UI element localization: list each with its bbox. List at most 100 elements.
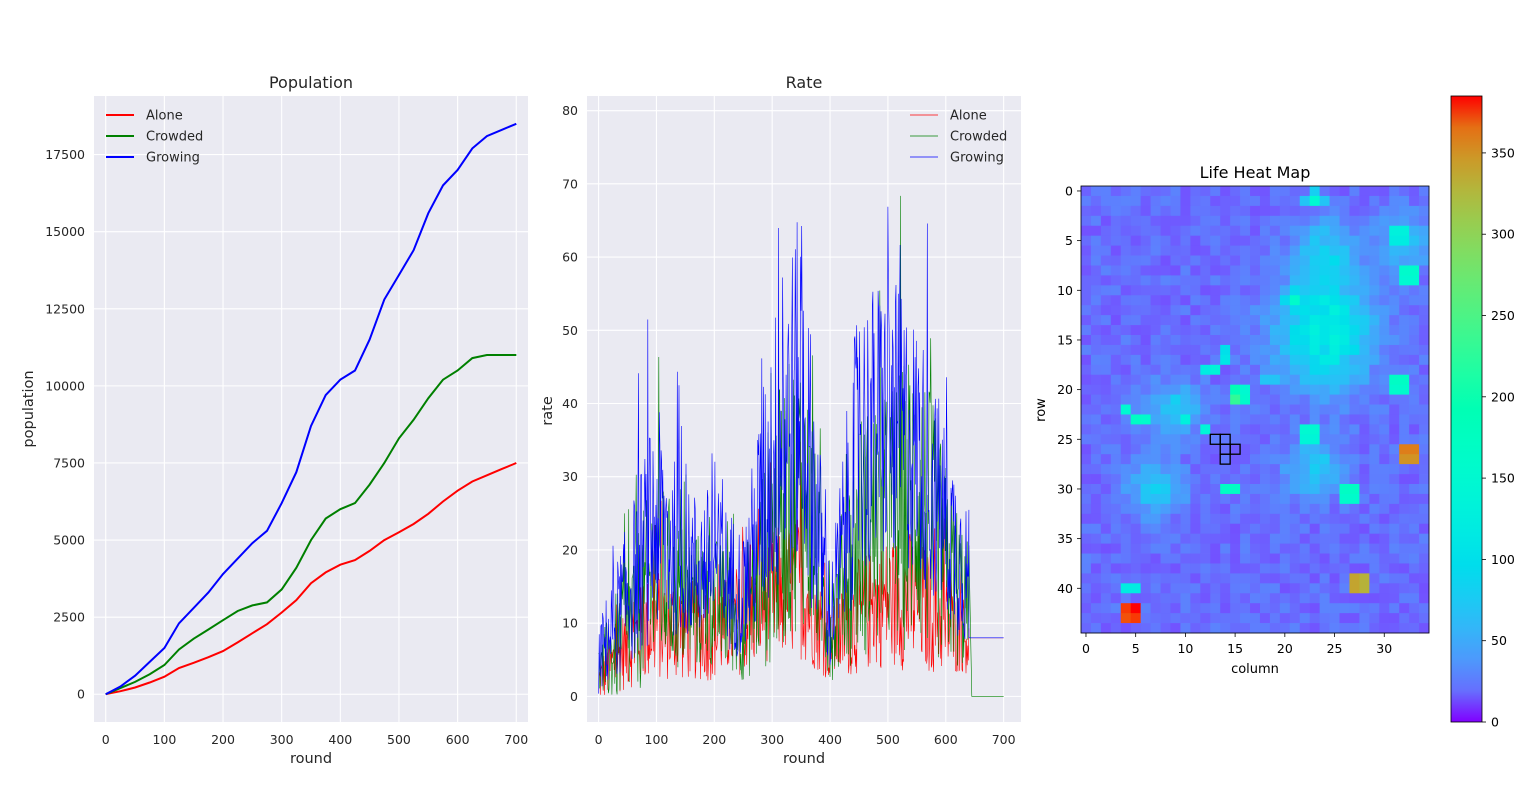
heatmap-cell: [1319, 245, 1330, 256]
heatmap-cell: [1329, 523, 1340, 535]
heatmap-cell: [1319, 285, 1330, 296]
heatmap-cell: [1140, 503, 1151, 515]
heatmap-cell: [1170, 245, 1181, 256]
heatmap-cell: [1289, 225, 1301, 237]
heatmap-cell: [1090, 225, 1102, 237]
heatmap-cell: [1359, 464, 1370, 475]
heatmap-cell: [1130, 404, 1142, 415]
heatmap-cell: [1369, 255, 1380, 266]
heatmap-cell: [1180, 583, 1191, 594]
heatmap-cell: [1329, 454, 1340, 465]
heatmap-cell: [1299, 593, 1311, 604]
heatmap-cell: [1269, 364, 1281, 376]
heatmap-cell: [1200, 265, 1211, 276]
heatmap-cell: [1319, 344, 1330, 356]
heatmap-cell: [1419, 503, 1430, 515]
heatmap-cell: [1170, 444, 1181, 455]
heatmap-cell: [1259, 205, 1271, 217]
heatmap-cell: [1220, 623, 1231, 634]
y-tick-label: 2500: [53, 610, 85, 625]
heatmap-cell: [1190, 394, 1201, 405]
heatmap-cell: [1190, 305, 1201, 316]
heatmap-cell: [1130, 325, 1142, 336]
heatmap-cell: [1309, 563, 1321, 574]
heatmap-cell: [1269, 553, 1281, 564]
heatmap-cell: [1190, 493, 1201, 505]
heatmap-cell: [1409, 374, 1420, 386]
heatmap-cell: [1210, 205, 1221, 217]
heatmap-cell: [1389, 533, 1400, 544]
heatmap-cell: [1140, 613, 1151, 624]
heatmap-cell: [1170, 325, 1181, 336]
heatmap-cell: [1399, 484, 1410, 495]
heatmap-cell: [1200, 593, 1211, 604]
heatmap-cell: [1190, 414, 1201, 425]
heatmap-cell: [1389, 424, 1400, 435]
heatmap-cell: [1289, 265, 1301, 276]
heatmap-cell: [1230, 205, 1241, 217]
heatmap-cell: [1359, 255, 1370, 266]
heatmap-cell: [1160, 573, 1171, 584]
heatmap-cell: [1140, 533, 1151, 544]
heatmap-cell: [1399, 434, 1410, 445]
heatmap-cell: [1409, 513, 1420, 525]
heatmap-cell: [1180, 265, 1191, 276]
legend-label-growing: Growing: [146, 151, 200, 166]
heatmap-cell: [1100, 325, 1112, 336]
heatmap-cell: [1349, 245, 1360, 256]
heatmap-cell: [1200, 444, 1211, 455]
heatmap-cell: [1369, 414, 1380, 425]
heatmap-cell: [1150, 364, 1161, 376]
heatmap-cell: [1130, 335, 1142, 346]
heatmap-cell: [1339, 424, 1350, 435]
heatmap-cell: [1299, 225, 1311, 237]
heatmap-cell: [1240, 553, 1251, 564]
heatmap-cell: [1299, 245, 1311, 256]
heatmap-cell: [1329, 613, 1340, 624]
heatmap-cell: [1130, 474, 1142, 485]
heatmap-cell: [1110, 484, 1122, 495]
heatmap-cell: [1419, 623, 1430, 634]
heatmap-cell: [1399, 474, 1410, 485]
heatmap-cell: [1329, 404, 1340, 415]
heatmap-cell: [1180, 215, 1191, 227]
heatmap-cell: [1090, 245, 1102, 256]
heatmap-cell: [1180, 245, 1191, 256]
heatmap-cell: [1269, 245, 1281, 256]
heatmap-cell: [1240, 235, 1251, 246]
heatmap-cell: [1150, 295, 1161, 306]
heatmap-cell: [1170, 583, 1181, 594]
heatmap-cell: [1190, 344, 1201, 356]
heatmap-cell: [1329, 205, 1340, 217]
heatmap-cell: [1359, 444, 1370, 455]
heatmap-cell: [1389, 454, 1400, 465]
heatmap-cell: [1100, 245, 1112, 256]
heatmap-cell: [1379, 235, 1390, 246]
heatmap-cell: [1389, 195, 1400, 207]
heatmap-cell: [1160, 623, 1171, 634]
heatmap-cell: [1349, 464, 1360, 475]
heatmap-cell: [1339, 186, 1350, 197]
heatmap-cell: [1180, 603, 1191, 614]
heatmap-cell: [1130, 523, 1142, 535]
heatmap-cell: [1359, 235, 1370, 246]
legend-label-growing: Growing: [950, 151, 1004, 166]
heatmap-cell: [1090, 543, 1102, 554]
heatmap-cell: [1319, 583, 1330, 594]
heatmap-cell: [1210, 364, 1221, 376]
heatmap-cell: [1319, 493, 1330, 505]
heatmap-cell: [1419, 613, 1430, 624]
heatmap-cell: [1419, 275, 1430, 286]
heatmap-cell: [1200, 235, 1211, 246]
heatmap-cell: [1419, 186, 1430, 197]
heatmap-cell: [1369, 335, 1380, 346]
heatmap-cell: [1240, 563, 1251, 574]
heatmap-cell: [1090, 414, 1102, 425]
heatmap-cell: [1399, 563, 1410, 574]
heatmap-cell: [1170, 285, 1181, 296]
heatmap-cell: [1339, 444, 1350, 455]
heatmap-cell: [1210, 523, 1221, 535]
heatmap-cell: [1220, 354, 1231, 366]
heatmap-cell: [1110, 225, 1122, 237]
heatmap-cell: [1130, 265, 1142, 276]
